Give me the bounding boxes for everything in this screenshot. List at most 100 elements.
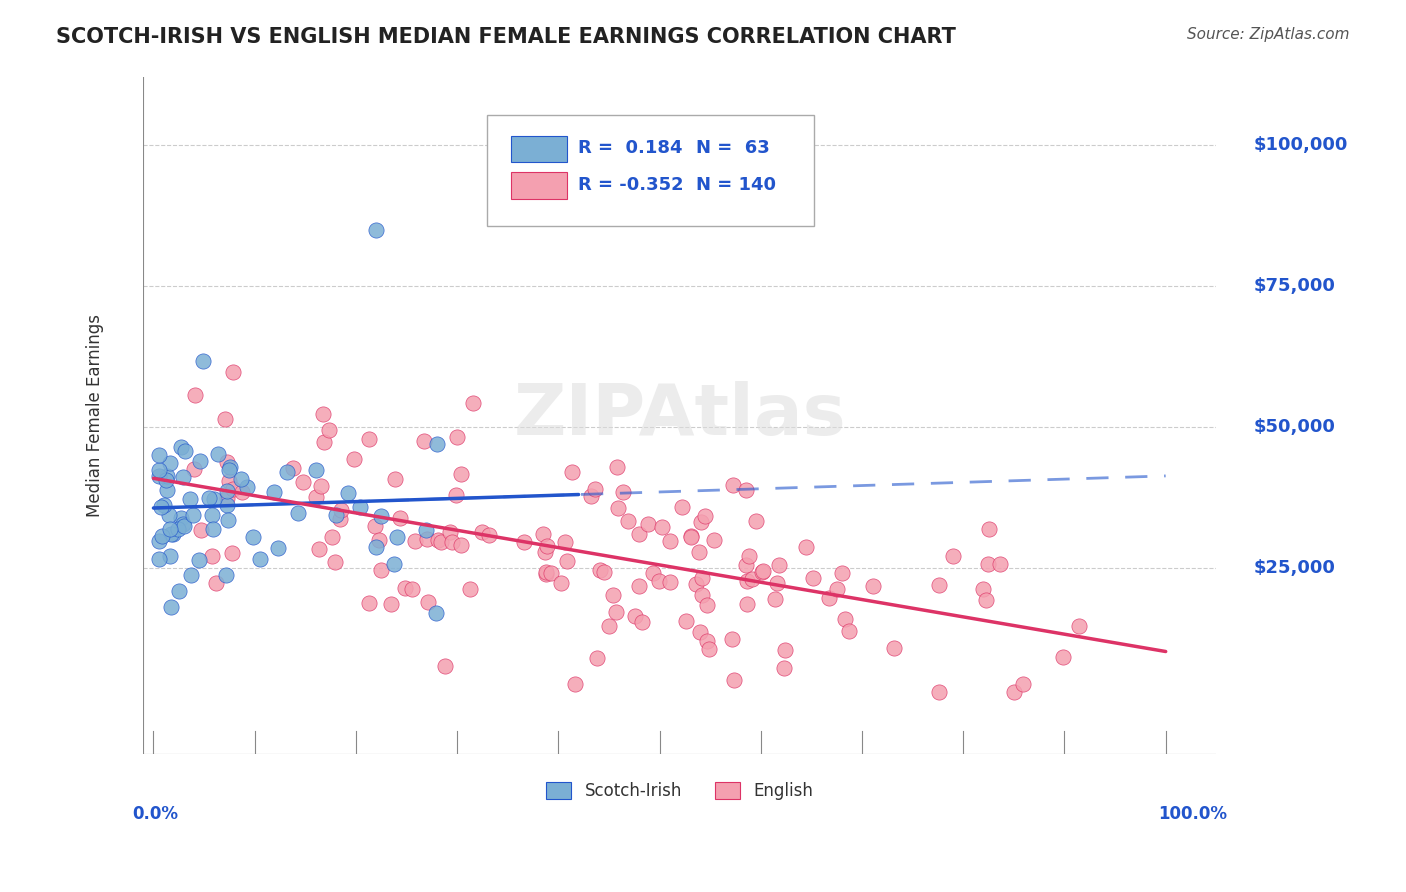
- Point: [555, 554, 578, 568]
- Point: [231, 484, 253, 499]
- Point: [387, 529, 409, 543]
- Point: [765, 576, 787, 591]
- Point: [977, 557, 1000, 571]
- Point: [974, 593, 997, 607]
- Point: [170, 511, 193, 525]
- Point: [690, 588, 713, 602]
- Point: [831, 566, 853, 580]
- Point: [217, 498, 239, 512]
- Point: [153, 498, 176, 512]
- Point: [343, 452, 366, 467]
- Point: [675, 614, 697, 628]
- Point: [586, 650, 609, 665]
- Point: [928, 685, 950, 699]
- Point: [928, 578, 950, 592]
- Point: [359, 433, 381, 447]
- Point: [366, 222, 388, 236]
- Point: [693, 509, 716, 524]
- Point: [366, 540, 388, 554]
- Point: [623, 608, 645, 623]
- Point: [1052, 649, 1074, 664]
- Point: [602, 588, 624, 602]
- Text: SCOTCH-IRISH VS ENGLISH MEDIAN FEMALE EARNINGS CORRELATION CHART: SCOTCH-IRISH VS ENGLISH MEDIAN FEMALE EA…: [56, 27, 956, 46]
- Point: [972, 582, 994, 596]
- Point: [688, 545, 710, 559]
- Point: [834, 611, 856, 625]
- Text: N = 140: N = 140: [696, 176, 776, 194]
- Point: [699, 642, 721, 657]
- Point: [170, 441, 193, 455]
- Point: [703, 533, 725, 547]
- Point: [412, 434, 434, 448]
- Point: [534, 545, 557, 559]
- Point: [825, 582, 848, 596]
- Point: [150, 529, 173, 543]
- Text: $25,000: $25,000: [1254, 559, 1336, 577]
- Point: [159, 549, 181, 564]
- Point: [650, 519, 672, 533]
- Point: [215, 568, 238, 582]
- Point: [184, 387, 207, 401]
- Point: [561, 465, 583, 479]
- Point: [160, 526, 183, 541]
- Point: [287, 506, 309, 520]
- Text: Median Female Earnings: Median Female Earnings: [86, 314, 104, 517]
- Point: [242, 530, 264, 544]
- Point: [627, 579, 650, 593]
- Point: [308, 542, 330, 557]
- Point: [336, 486, 359, 500]
- Point: [249, 552, 271, 566]
- Point: [148, 448, 170, 462]
- Point: [862, 579, 884, 593]
- Point: [440, 534, 463, 549]
- Point: [741, 572, 763, 586]
- Point: [689, 515, 711, 529]
- Point: [458, 582, 481, 596]
- Legend: Scotch-Irish, English: Scotch-Irish, English: [540, 775, 820, 806]
- Point: [605, 605, 627, 619]
- Point: [172, 517, 194, 532]
- Point: [321, 530, 343, 544]
- Point: [159, 522, 181, 536]
- Point: [382, 558, 405, 572]
- Point: [231, 473, 253, 487]
- Point: [201, 522, 224, 536]
- Point: [735, 558, 758, 573]
- FancyBboxPatch shape: [512, 172, 567, 199]
- Point: [219, 459, 242, 474]
- Point: [159, 456, 181, 470]
- Point: [205, 576, 228, 591]
- Point: [401, 582, 423, 597]
- Point: [148, 533, 170, 548]
- Point: [648, 574, 671, 589]
- Point: [773, 643, 796, 657]
- Point: [735, 483, 758, 497]
- Text: $75,000: $75,000: [1254, 277, 1336, 295]
- Point: [156, 483, 179, 497]
- Point: [721, 632, 744, 646]
- Point: [167, 583, 190, 598]
- Point: [536, 540, 558, 554]
- Point: [166, 522, 188, 536]
- Point: [156, 469, 179, 483]
- Point: [592, 566, 614, 580]
- Point: [471, 524, 494, 539]
- Point: [329, 512, 352, 526]
- Point: [628, 527, 651, 541]
- Point: [617, 514, 640, 528]
- Point: [281, 461, 304, 475]
- Text: Source: ZipAtlas.com: Source: ZipAtlas.com: [1187, 27, 1350, 42]
- Point: [430, 535, 453, 549]
- Point: [681, 529, 703, 543]
- Point: [155, 473, 177, 487]
- Point: [433, 658, 456, 673]
- Point: [631, 615, 654, 629]
- Point: [263, 484, 285, 499]
- Point: [550, 576, 572, 591]
- Text: ZIPAtlas: ZIPAtlas: [513, 381, 846, 450]
- Point: [723, 477, 745, 491]
- Point: [305, 491, 328, 505]
- Point: [450, 467, 472, 482]
- Point: [190, 523, 212, 537]
- Point: [174, 444, 197, 458]
